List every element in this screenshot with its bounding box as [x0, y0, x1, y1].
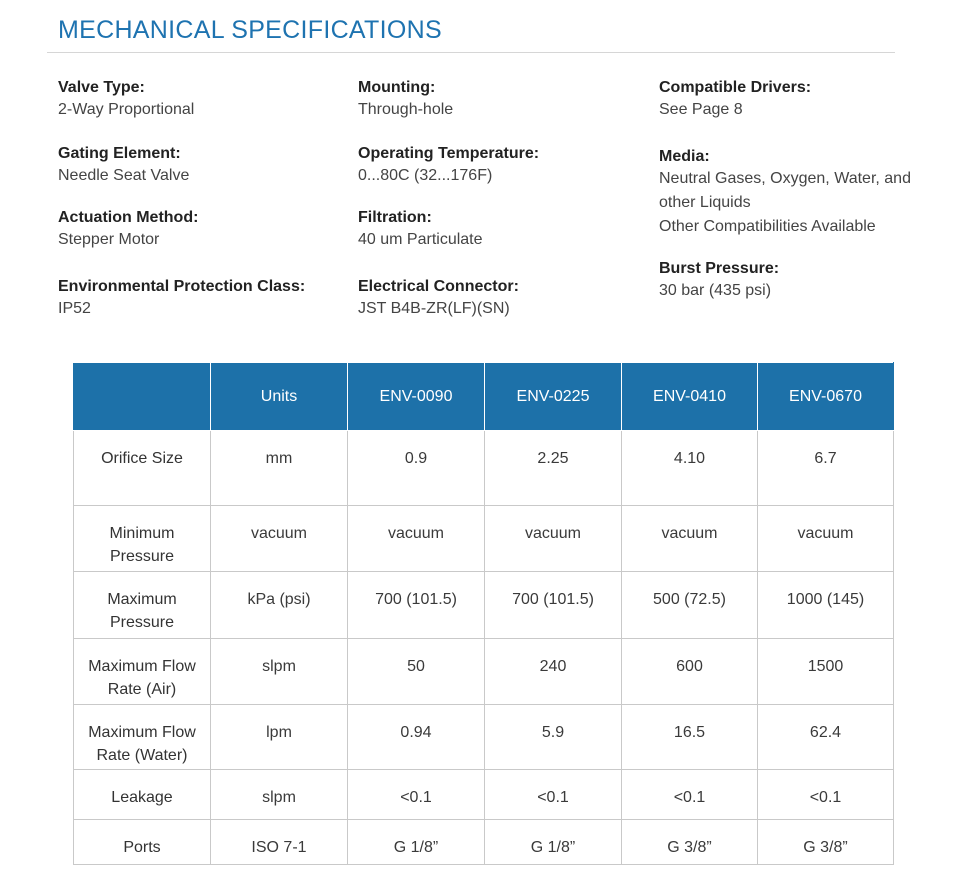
- spec-operating-temperature: Operating Temperature: 0...80C (32...176…: [358, 144, 648, 188]
- spec-value: Through-hole: [358, 101, 454, 118]
- table-row: Ports ISO 7-1 G 1/8” G 1/8” G 3/8” G 3/8…: [73, 819, 894, 865]
- table-cell: <0.1: [621, 769, 758, 820]
- spec-gating-element: Gating Element: Needle Seat Valve: [58, 144, 348, 188]
- table-header-cell: ENV-0090: [347, 362, 485, 431]
- page-title: MECHANICAL SPECIFICATIONS: [58, 16, 442, 44]
- table-header-cell: ENV-0410: [621, 362, 758, 431]
- title-divider: [47, 52, 895, 53]
- table-cell: <0.1: [347, 769, 485, 820]
- table-cell: vacuum: [621, 505, 758, 572]
- row-label: Orifice Size: [73, 430, 211, 506]
- table-header-cell: Units: [210, 362, 348, 431]
- spec-value: See Page 8: [659, 101, 743, 118]
- table-cell: slpm: [210, 638, 348, 705]
- table-cell: kPa (psi): [210, 571, 348, 639]
- table-row: Minimum Pressure vacuum vacuum vacuum va…: [73, 505, 894, 572]
- table-cell: G 1/8”: [484, 819, 622, 865]
- table-header-cell: ENV-0670: [757, 362, 894, 431]
- specifications-table: Units ENV-0090 ENV-0225 ENV-0410 ENV-067…: [73, 362, 894, 865]
- spec-environmental-protection: Environmental Protection Class: IP52: [58, 277, 348, 321]
- spec-value: 2-Way Proportional: [58, 101, 195, 118]
- table-cell: 240: [484, 638, 622, 705]
- spec-label: Burst Pressure:: [659, 260, 780, 277]
- row-label: Ports: [73, 819, 211, 865]
- table-cell: 5.9: [484, 704, 622, 770]
- spec-value: IP52: [58, 300, 91, 317]
- spec-label: Gating Element:: [58, 145, 181, 162]
- spec-label: Actuation Method:: [58, 209, 199, 226]
- table-cell: G 3/8”: [757, 819, 894, 865]
- table-cell: G 3/8”: [621, 819, 758, 865]
- table-cell: 700 (101.5): [347, 571, 485, 639]
- row-label: Maximum Flow Rate (Air): [73, 638, 211, 705]
- spec-label: Compatible Drivers:: [659, 79, 812, 96]
- table-cell: <0.1: [484, 769, 622, 820]
- table-row: Leakage slpm <0.1 <0.1 <0.1 <0.1: [73, 769, 894, 820]
- table-cell: 4.10: [621, 430, 758, 506]
- spec-mounting: Mounting: Through-hole: [358, 78, 648, 122]
- table-cell: 700 (101.5): [484, 571, 622, 639]
- table-cell: vacuum: [347, 505, 485, 572]
- table-cell: vacuum: [484, 505, 622, 572]
- spec-label: Media:: [659, 148, 710, 165]
- spec-value: 0...80C (32...176F): [358, 167, 493, 184]
- spec-value: Needle Seat Valve: [58, 167, 190, 184]
- table-row: Maximum Flow Rate (Water) lpm 0.94 5.9 1…: [73, 704, 894, 770]
- table-cell: 6.7: [757, 430, 894, 506]
- table-cell: 0.9: [347, 430, 485, 506]
- spec-label: Electrical Connector:: [358, 278, 519, 295]
- spec-electrical-connector: Electrical Connector: JST B4B-ZR(LF)(SN): [358, 277, 648, 321]
- table-cell: 50: [347, 638, 485, 705]
- table-cell: 500 (72.5): [621, 571, 758, 639]
- row-label: Minimum Pressure: [73, 505, 211, 572]
- spec-compatible-drivers: Compatible Drivers: See Page 8: [659, 78, 949, 122]
- spec-filtration: Filtration: 40 um Particulate: [358, 208, 648, 252]
- table-cell: mm: [210, 430, 348, 506]
- table-cell: 16.5: [621, 704, 758, 770]
- table-cell: 600: [621, 638, 758, 705]
- table-header-cell: [73, 362, 211, 431]
- table-row: Orifice Size mm 0.9 2.25 4.10 6.7: [73, 430, 894, 506]
- table-cell: 1000 (145): [757, 571, 894, 639]
- table-header-cell: ENV-0225: [484, 362, 622, 431]
- row-label: Maximum Flow Rate (Water): [73, 704, 211, 770]
- spec-media: Media: Neutral Gases, Oxygen, Water, and…: [659, 147, 949, 239]
- table-cell: vacuum: [210, 505, 348, 572]
- spec-label: Operating Temperature:: [358, 145, 540, 162]
- table-cell: <0.1: [757, 769, 894, 820]
- spec-label: Environmental Protection Class:: [58, 278, 306, 295]
- table-cell: 0.94: [347, 704, 485, 770]
- row-label: Maximum Pressure: [73, 571, 211, 639]
- table-cell: 2.25: [484, 430, 622, 506]
- table-cell: G 1/8”: [347, 819, 485, 865]
- table-cell: lpm: [210, 704, 348, 770]
- table-cell: 62.4: [757, 704, 894, 770]
- row-label: Leakage: [73, 769, 211, 820]
- table-cell: vacuum: [757, 505, 894, 572]
- spec-label: Mounting:: [358, 79, 436, 96]
- table-header-row: Units ENV-0090 ENV-0225 ENV-0410 ENV-067…: [73, 362, 894, 431]
- spec-label: Valve Type:: [58, 79, 145, 96]
- spec-value: 40 um Particulate: [358, 231, 483, 248]
- spec-valve-type: Valve Type: 2-Way Proportional: [58, 78, 348, 122]
- spec-value: Neutral Gases, Oxygen, Water, and other …: [659, 170, 911, 211]
- spec-actuation-method: Actuation Method: Stepper Motor: [58, 208, 348, 252]
- table-row: Maximum Pressure kPa (psi) 700 (101.5) 7…: [73, 571, 894, 639]
- table-cell: slpm: [210, 769, 348, 820]
- spec-value: Other Compatibilities Available: [659, 218, 876, 235]
- table-row: Maximum Flow Rate (Air) slpm 50 240 600 …: [73, 638, 894, 705]
- spec-burst-pressure: Burst Pressure: 30 bar (435 psi): [659, 259, 949, 303]
- spec-label: Filtration:: [358, 209, 432, 226]
- spec-value: Stepper Motor: [58, 231, 160, 248]
- spec-value: 30 bar (435 psi): [659, 282, 772, 299]
- table-cell: 1500: [757, 638, 894, 705]
- table-cell: ISO 7-1: [210, 819, 348, 865]
- spec-value: JST B4B-ZR(LF)(SN): [358, 300, 510, 317]
